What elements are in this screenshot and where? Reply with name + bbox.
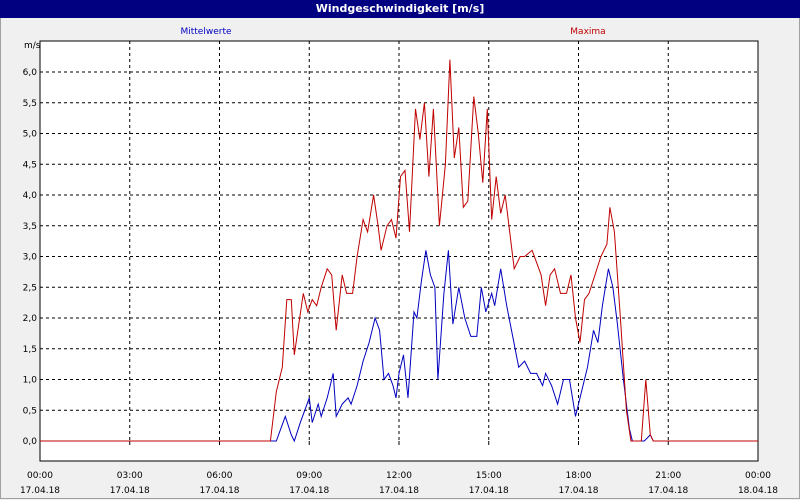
x-tick-time: 00:00 xyxy=(745,471,771,481)
y-tick-label: 0,0 xyxy=(23,437,38,447)
y-tick-label: 1,0 xyxy=(23,376,38,386)
y-tick-label: 1,5 xyxy=(23,345,37,355)
x-tick-time: 00:00 xyxy=(27,471,53,481)
y-tick-label: 3,5 xyxy=(23,222,37,232)
legend-maxima: Maxima xyxy=(570,27,605,37)
x-tick-date: 17.04.18 xyxy=(648,486,688,496)
y-tick-label: 2,5 xyxy=(23,283,37,293)
x-tick-time: 03:00 xyxy=(117,471,143,481)
x-tick-time: 21:00 xyxy=(655,471,681,481)
y-tick-label: 3,0 xyxy=(23,253,38,263)
series-line-maxima xyxy=(40,59,758,442)
x-tick-time: 18:00 xyxy=(566,471,592,481)
y-tick-label: 5,0 xyxy=(23,130,38,140)
x-tick-date: 17.04.18 xyxy=(199,486,239,496)
x-tick-date: 18.04.18 xyxy=(738,486,778,496)
series-line-mittelwerte xyxy=(40,250,758,443)
x-tick-date: 17.04.18 xyxy=(469,486,509,496)
x-tick-date: 17.04.18 xyxy=(289,486,329,496)
x-tick-date: 17.04.18 xyxy=(20,486,60,496)
y-axis-ticks: 0,0 0,5 1,0 1,5 2,0 2,5 3,0 3,5 4,0 4,5 5,0 5,5 6,0 xyxy=(23,68,38,447)
x-axis-ticks: 00:00 17.04.18 03:00 17.04.18 06:00 17.04.18 0… xyxy=(20,441,778,496)
y-tick-label: 6,0 xyxy=(23,68,38,78)
y-tick-label: 5,5 xyxy=(23,99,37,109)
chart-title: Windgeschwindigkeit [m/s] xyxy=(0,0,800,18)
x-tick-time: 15:00 xyxy=(476,471,502,481)
x-tick-time: 09:00 xyxy=(296,471,322,481)
y-tick-label: 2,0 xyxy=(23,314,38,324)
x-tick-time: 12:00 xyxy=(386,471,412,481)
y-axis-unit: m/s xyxy=(24,41,41,51)
series-lines xyxy=(40,59,758,443)
grid-lines xyxy=(40,41,758,441)
x-tick-date: 17.04.18 xyxy=(379,486,419,496)
y-tick-label: 4,0 xyxy=(23,191,38,201)
x-tick-date: 17.04.18 xyxy=(110,486,150,496)
x-tick-date: 17.04.18 xyxy=(558,486,598,496)
y-tick-label: 4,5 xyxy=(23,160,37,170)
legend-mittelwerte: Mittelwerte xyxy=(180,27,231,37)
x-tick-time: 06:00 xyxy=(207,471,233,481)
y-tick-label: 0,5 xyxy=(23,406,37,416)
